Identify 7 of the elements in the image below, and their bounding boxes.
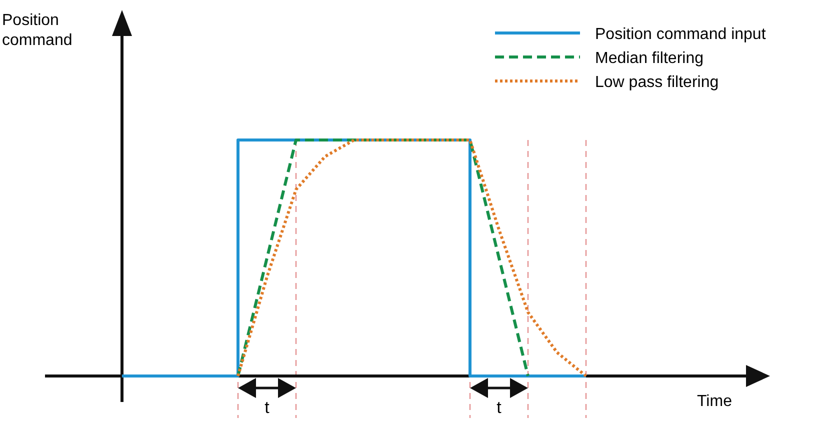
text: Time [697, 393, 732, 410]
text: t [264, 398, 270, 417]
text: t [496, 398, 502, 417]
text: Position command [2, 12, 72, 49]
text: Low pass filtering [595, 74, 719, 91]
text: Position command input [595, 26, 766, 43]
text: Median filtering [595, 50, 704, 67]
